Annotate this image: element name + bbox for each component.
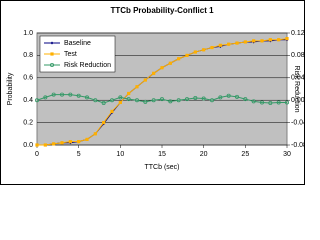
point (168, 99, 173, 104)
series-line (36, 94, 287, 104)
point (210, 45, 214, 50)
legend-label: Test (64, 51, 77, 58)
y2-tick-label: 0.04 (291, 75, 305, 82)
point (243, 97, 248, 102)
point (35, 143, 39, 147)
point (201, 96, 206, 101)
point (176, 98, 181, 103)
point (85, 95, 90, 100)
point (118, 100, 122, 105)
point (68, 140, 72, 144)
point (284, 100, 289, 105)
legend-label: Risk Reduction (64, 62, 111, 69)
y-tick-label: 1.0 (23, 30, 33, 37)
point (218, 95, 223, 100)
point (234, 94, 239, 99)
point (277, 38, 281, 42)
y-tick-label: 0.4 (23, 97, 33, 104)
point (134, 98, 139, 103)
y-axis-label: Probability (7, 72, 14, 105)
point (76, 93, 81, 98)
point (77, 140, 81, 144)
x-tick-label: 10 (116, 151, 124, 158)
legend-marker (50, 52, 54, 56)
point (51, 92, 56, 97)
x-axis-label: TTCb (sec) (145, 164, 180, 171)
x-tick-label: 5 (77, 151, 81, 158)
chart-title: TTCb Probability-Conflict 1 (110, 6, 214, 15)
point (260, 39, 264, 43)
legend-label: Baseline (64, 40, 91, 47)
point (52, 142, 56, 146)
point (85, 137, 89, 141)
point (68, 92, 73, 97)
point (227, 42, 231, 46)
point (218, 43, 222, 47)
point (126, 97, 131, 102)
point (60, 92, 65, 97)
point (184, 97, 189, 102)
point (243, 40, 247, 44)
point (110, 98, 115, 103)
point (276, 100, 281, 105)
point (226, 93, 231, 98)
legend-marker (50, 63, 55, 68)
legend-marker (50, 41, 54, 45)
point (35, 98, 40, 103)
point (285, 37, 289, 41)
point (143, 78, 147, 82)
point (118, 95, 123, 100)
y2-tick-label: 0.00 (291, 97, 305, 104)
point (143, 99, 148, 104)
point (268, 101, 273, 106)
point (259, 100, 264, 105)
point (60, 141, 64, 145)
point (177, 57, 181, 61)
x-tick-label: 15 (158, 151, 166, 158)
y2-tick-label: -0.08 (291, 142, 305, 149)
y2-tick-label: -0.04 (291, 119, 305, 126)
point (159, 97, 164, 102)
point (135, 85, 139, 89)
y2-tick-label: 0.08 (291, 52, 305, 59)
x-tick-label: 0 (35, 151, 39, 158)
point (268, 38, 272, 42)
point (102, 121, 106, 125)
y-tick-label: 0.8 (23, 52, 33, 59)
point (101, 101, 106, 106)
x-tick-label: 30 (283, 151, 291, 158)
point (193, 50, 197, 54)
point (251, 99, 256, 104)
point (152, 71, 156, 75)
x-tick-label: 20 (200, 151, 208, 158)
point (43, 95, 48, 100)
point (151, 98, 156, 103)
point (185, 53, 189, 57)
point (168, 61, 172, 65)
point (209, 98, 214, 103)
point (160, 66, 164, 70)
chart: TTCb Probability-Conflict 1 TTCb (sec) P… (0, 0, 305, 185)
point (193, 95, 198, 100)
point (93, 98, 98, 103)
x-tick-label: 25 (241, 151, 249, 158)
point (252, 39, 256, 43)
point (43, 143, 47, 147)
point (127, 91, 131, 96)
y-tick-label: 0.2 (23, 119, 33, 126)
point (202, 48, 206, 52)
y-tick-label: 0.0 (23, 142, 33, 149)
point (235, 41, 239, 45)
y2-tick-label: 0.12 (291, 30, 305, 37)
point (93, 132, 97, 136)
y2-axis-label: Risk Reduction (293, 65, 300, 112)
point (110, 109, 114, 113)
y-tick-label: 0.6 (23, 75, 33, 82)
